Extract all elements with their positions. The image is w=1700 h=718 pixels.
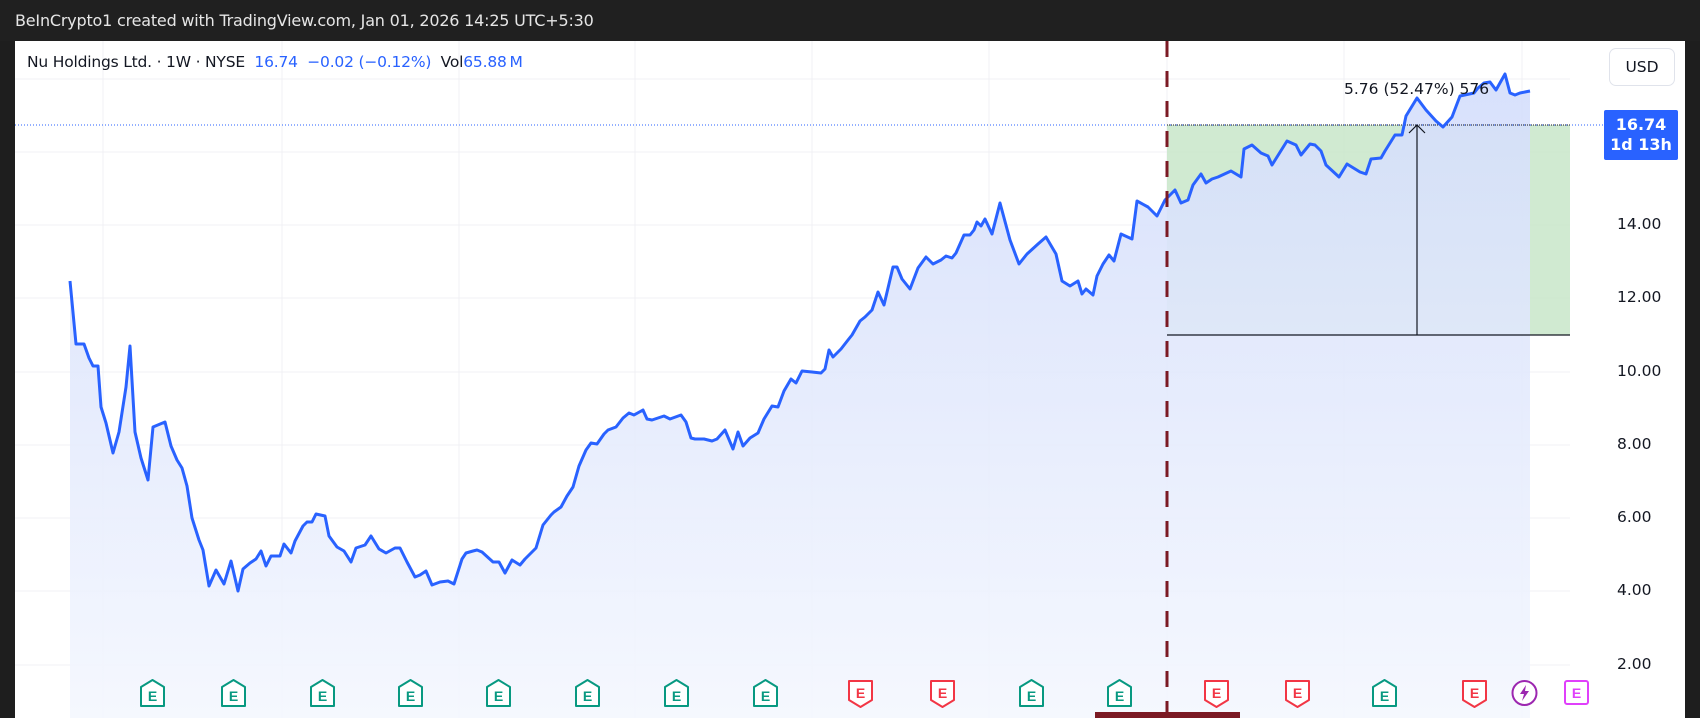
earnings-miss-icon[interactable]: E xyxy=(1461,677,1488,709)
svg-text:E: E xyxy=(1470,685,1479,701)
symbol-title[interactable]: Nu Holdings Ltd. · 1W · NYSE xyxy=(27,53,245,71)
svg-text:E: E xyxy=(1293,685,1302,701)
svg-text:E: E xyxy=(856,685,865,701)
price-line xyxy=(68,72,1531,593)
split-lightning-icon[interactable] xyxy=(1511,677,1538,709)
header-bar: BeInCrypto1 created with TradingView.com… xyxy=(0,0,1700,41)
measure-label: 5.76 (52.47%) 576 xyxy=(1344,80,1490,98)
price-tag-value: 16.74 xyxy=(1615,115,1667,134)
svg-text:E: E xyxy=(1380,688,1389,704)
svg-text:E: E xyxy=(494,688,503,704)
earnings-beat-icon[interactable]: E xyxy=(309,677,336,709)
earnings-beat-icon[interactable]: E xyxy=(663,677,690,709)
last-price-tag: 16.74 1d 13h xyxy=(1604,110,1678,160)
earnings-upcoming-icon[interactable]: E xyxy=(1563,677,1590,709)
price-change: −0.02 (−0.12%) xyxy=(307,53,432,71)
y-tick: 12.00 xyxy=(1617,288,1662,306)
chart-panel[interactable]: Nu Holdings Ltd. · 1W · NYSE 16.74 −0.02… xyxy=(15,41,1685,718)
svg-text:E: E xyxy=(148,688,157,704)
symbol-legend[interactable]: Nu Holdings Ltd. · 1W · NYSE 16.74 −0.02… xyxy=(27,53,523,71)
earnings-miss-icon[interactable]: E xyxy=(1284,677,1311,709)
earnings-beat-icon[interactable]: E xyxy=(1018,677,1045,709)
price-tag-countdown: 1d 13h xyxy=(1610,135,1672,154)
earnings-beat-icon[interactable]: E xyxy=(220,677,247,709)
y-tick: 4.00 xyxy=(1617,581,1652,599)
svg-text:E: E xyxy=(229,688,238,704)
y-tick: 6.00 xyxy=(1617,508,1652,526)
earnings-beat-icon[interactable]: E xyxy=(752,677,779,709)
earnings-beat-icon[interactable]: E xyxy=(139,677,166,709)
svg-text:E: E xyxy=(1212,685,1221,701)
y-tick: 10.00 xyxy=(1617,362,1662,380)
earnings-miss-icon[interactable]: E xyxy=(929,677,956,709)
svg-text:E: E xyxy=(1115,688,1124,704)
last-price: 16.74 xyxy=(254,53,298,71)
currency-button[interactable]: USD xyxy=(1609,48,1675,86)
earnings-miss-icon[interactable]: E xyxy=(1203,677,1230,709)
earnings-beat-icon[interactable]: E xyxy=(574,677,601,709)
earnings-beat-icon[interactable]: E xyxy=(1106,677,1133,709)
svg-text:E: E xyxy=(938,685,947,701)
chart-credit: BeInCrypto1 created with TradingView.com… xyxy=(15,11,594,30)
svg-text:E: E xyxy=(1027,688,1036,704)
y-tick: 8.00 xyxy=(1617,435,1652,453)
y-tick: 2.00 xyxy=(1617,655,1652,673)
earnings-beat-icon[interactable]: E xyxy=(1371,677,1398,709)
price-area-fill xyxy=(70,74,1530,718)
earnings-miss-icon[interactable]: E xyxy=(847,677,874,709)
earnings-beat-icon[interactable]: E xyxy=(485,677,512,709)
price-chart[interactable] xyxy=(15,41,1685,718)
svg-text:E: E xyxy=(672,688,681,704)
svg-text:E: E xyxy=(1572,685,1581,701)
svg-text:E: E xyxy=(761,688,770,704)
volume-value: 65.88 M xyxy=(463,53,523,71)
y-tick: 14.00 xyxy=(1617,215,1662,233)
svg-text:E: E xyxy=(318,688,327,704)
earnings-beat-icon[interactable]: E xyxy=(397,677,424,709)
svg-text:E: E xyxy=(583,688,592,704)
svg-text:E: E xyxy=(406,688,415,704)
volume-label: Vol xyxy=(440,53,464,71)
time-range-highlight xyxy=(1095,712,1240,718)
